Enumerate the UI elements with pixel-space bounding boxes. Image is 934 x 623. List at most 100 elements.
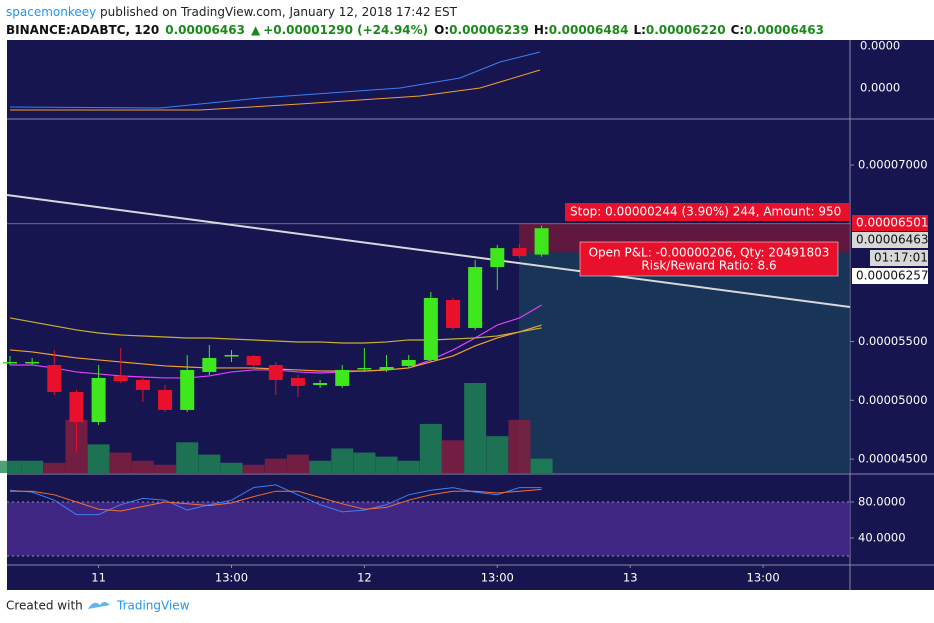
candle-body [113, 375, 128, 382]
y-tick-label: 0.00005000 [858, 393, 928, 407]
price-label-box [852, 268, 928, 284]
candle-body [268, 365, 283, 380]
candle-body [512, 248, 527, 257]
x-tick-label: 13:00 [747, 571, 780, 585]
candle-body [47, 365, 62, 392]
price-label-box [852, 215, 928, 231]
rr-label: Risk/Reward Ratio: 8.6 [641, 259, 776, 273]
header-line-1: spacemonkeey published on TradingView.co… [6, 5, 458, 19]
price-label: 0.00006501 [856, 216, 929, 230]
candle-body [423, 297, 438, 360]
candle-body [158, 389, 173, 410]
candle-body [468, 267, 483, 328]
pnl-label: Open P&L: -0.00000206, Qty: 20491803 [589, 246, 830, 260]
rsi-band [7, 502, 850, 556]
candle-body [401, 359, 416, 366]
candle-body [335, 369, 350, 386]
rsi-line [10, 488, 542, 512]
volume-bar [43, 462, 66, 473]
x-tick-label: 12 [357, 571, 372, 585]
h-label: H: [534, 23, 549, 37]
trendline [6, 194, 851, 309]
l-label: L: [633, 23, 645, 37]
o: 0.00006239 [449, 23, 529, 37]
x-tick-label: 11 [91, 571, 106, 585]
footer-brand[interactable]: TradingView [116, 599, 190, 613]
x-tick-label: 13 [623, 571, 638, 585]
candle-body [290, 377, 305, 386]
candle-body [357, 367, 372, 370]
candle-body [180, 369, 195, 410]
top-axis-label: 0.0000 [860, 81, 900, 95]
c-label: C: [731, 23, 745, 37]
arrow: ▲ [251, 23, 261, 37]
candle-body [91, 377, 106, 423]
candle-body [3, 361, 17, 364]
c: 0.00006463 [744, 23, 824, 37]
volume-bar [220, 462, 243, 473]
volume-bar [21, 460, 44, 473]
y-tick-label: 0.00005500 [858, 334, 928, 348]
top-indicator [10, 69, 541, 111]
h: 0.00006484 [549, 23, 629, 37]
volume-bar [154, 464, 177, 473]
y-tick-label: 0.00007000 [858, 158, 928, 172]
header-line-2: BINANCE:ADABTC, 120 0.00006463 ▲ +0.0000129… [6, 23, 824, 37]
volume-bar [198, 454, 221, 473]
top-axis-label: 0.0000 [860, 39, 900, 53]
o-label: O: [434, 23, 449, 37]
volume-bar [331, 448, 354, 473]
price-label: 0.00006257 [856, 269, 929, 283]
volume-bar [309, 460, 332, 473]
author[interactable]: spacemonkeey [6, 5, 96, 19]
candle-body [490, 248, 505, 268]
moving-average [9, 317, 542, 344]
symbol: BINANCE:ADABTC, 120 [6, 23, 159, 37]
rsi-tick-label: 40.0000 [858, 531, 906, 545]
candle-body [135, 379, 150, 390]
volume-bar [176, 442, 199, 473]
pnl-box [579, 241, 839, 277]
volume-bar [131, 460, 154, 473]
x-tick-label: 13:00 [481, 571, 514, 585]
volume-bar [109, 452, 132, 473]
volume-bar [264, 458, 287, 473]
l: 0.00006220 [646, 23, 726, 37]
stop-label: Stop: 0.00000244 (3.90%) 244, Amount: 95… [570, 205, 841, 219]
candle-body [313, 383, 328, 386]
volume-bar [442, 440, 464, 473]
y-tick-label: 0.00004500 [858, 452, 928, 466]
volume-bar [375, 456, 398, 473]
rsi-tick-label: 80.0000 [858, 495, 906, 509]
last: 0.00006463 [165, 23, 245, 37]
price-label: 01:17:01 [874, 251, 928, 265]
volume-bar [0, 460, 21, 473]
candle-body [246, 355, 261, 366]
footer-created: Created with [6, 599, 83, 613]
volume-bar [530, 458, 553, 473]
candle-body [534, 228, 549, 255]
volume-bar [486, 436, 509, 473]
published: published on TradingView.com, January 12… [96, 5, 457, 19]
price-label: 0.00006463 [856, 233, 929, 247]
change: +0.00001290 (+24.94%) [263, 23, 428, 37]
x-tick-label: 13:00 [215, 571, 248, 585]
volume-bar [508, 419, 531, 473]
candle-body [69, 391, 84, 423]
volume-bar [464, 383, 487, 473]
candle-body [202, 357, 217, 372]
volume-bar [397, 460, 420, 473]
volume-bar [353, 452, 376, 473]
candle-body [224, 355, 239, 357]
target-zone [519, 252, 850, 473]
volume-bar [87, 444, 110, 473]
rsi-line [9, 484, 542, 516]
candle-body [379, 367, 394, 370]
top-indicator [9, 51, 541, 109]
stop-label-box [565, 203, 850, 221]
price-label-box [852, 232, 928, 248]
volume-bar [242, 464, 265, 473]
price-label-box [870, 250, 928, 266]
